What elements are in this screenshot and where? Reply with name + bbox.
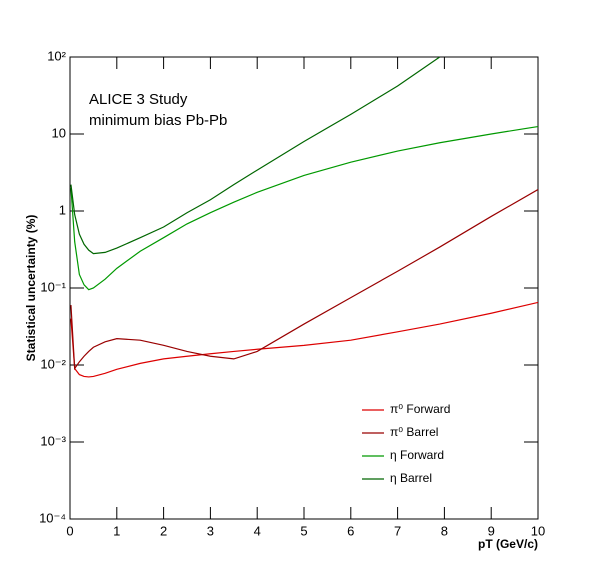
y-tick-label: 10⁻² xyxy=(40,356,66,371)
x-axis-label: pT (GeV/c) xyxy=(478,537,538,551)
series-line xyxy=(70,189,538,371)
x-tick-label: 1 xyxy=(113,523,120,538)
x-tick-label: 10 xyxy=(531,523,545,538)
y-tick-label: 1 xyxy=(59,202,66,217)
legend-label: η Barrel xyxy=(390,471,432,485)
x-tick-label: 6 xyxy=(347,523,354,538)
series-line xyxy=(70,57,441,255)
legend-label: π⁰ Barrel xyxy=(390,425,438,439)
x-tick-label: 7 xyxy=(394,523,401,538)
x-tick-label: 3 xyxy=(207,523,214,538)
y-tick-label: 10² xyxy=(47,48,66,63)
annotation: ALICE 3 Study xyxy=(89,91,188,108)
y-tick-label: 10⁻³ xyxy=(40,433,66,448)
series-line xyxy=(70,125,538,291)
y-tick-label: 10 xyxy=(52,125,66,140)
y-tick-label: 10⁻¹ xyxy=(40,279,66,294)
x-tick-label: 0 xyxy=(66,523,73,538)
y-tick-label: 10⁻⁴ xyxy=(39,510,66,525)
y-axis-label: Statistical uncertainty (%) xyxy=(24,215,38,362)
x-tick-label: 2 xyxy=(160,523,167,538)
x-tick-label: 4 xyxy=(254,523,261,538)
legend-label: η Forward xyxy=(390,448,444,462)
x-tick-label: 8 xyxy=(441,523,448,538)
x-tick-label: 9 xyxy=(488,523,495,538)
x-tick-label: 5 xyxy=(300,523,307,538)
series-line xyxy=(70,301,538,378)
legend-label: π⁰ Forward xyxy=(390,402,450,416)
annotation: minimum bias Pb-Pb xyxy=(89,112,227,129)
